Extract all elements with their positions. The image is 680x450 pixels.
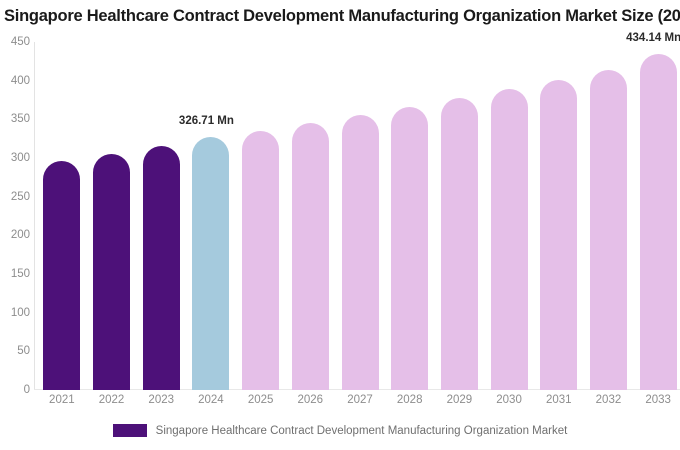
x-axis-tick-label: 2029	[446, 394, 473, 406]
y-axis-tick-label: 250	[10, 190, 30, 203]
bar-2025[interactable]	[242, 130, 280, 390]
y-axis-tick-label: 150	[10, 268, 30, 280]
x-axis-tick-label: 2022	[98, 394, 125, 406]
bar-2033[interactable]	[639, 54, 677, 390]
x-axis: 2021 2022 2023 2024 2025 2026 2027 2028 2029 2030…	[34, 394, 680, 412]
y-axis-line	[34, 42, 35, 390]
bar-2027[interactable]	[341, 115, 379, 390]
x-axis-tick-label: 2033	[645, 394, 671, 406]
bar-2024[interactable]	[192, 137, 230, 390]
legend-item[interactable]: Singapore Healthcare Contract Developmen…	[112, 424, 568, 437]
plot-area: 326.71 Mn 434.14 Mn	[34, 32, 680, 390]
legend-swatch-icon	[112, 424, 147, 437]
data-label-2033: 434.14 Mn	[626, 32, 680, 45]
x-axis-tick-label: 2021	[49, 394, 75, 406]
bar-2026[interactable]	[291, 123, 329, 390]
y-axis-tick-label: 200	[10, 229, 30, 242]
chart-title: Singapore Healthcare Contract Developmen…	[4, 7, 680, 25]
y-axis-tick-label: 350	[10, 113, 30, 126]
x-axis-tick-label: 2031	[545, 394, 572, 406]
bar-2021[interactable]	[43, 160, 81, 390]
x-axis-tick-label: 2024	[198, 394, 224, 406]
bar-2022[interactable]	[93, 153, 131, 390]
bar-2029[interactable]	[440, 98, 478, 390]
x-axis-tick-label: 2025	[247, 394, 274, 406]
y-axis-tick-label: 50	[17, 345, 30, 358]
x-axis-tick-label: 2027	[347, 394, 373, 406]
y-axis-tick-label: 400	[10, 74, 30, 87]
x-axis-tick-label: 2030	[496, 394, 522, 406]
y-axis: 0 50 100 150 200 250 300 350 400 450	[0, 36, 30, 396]
y-axis-tick-label: 450	[10, 36, 30, 48]
x-axis-tick-label: 2028	[396, 394, 423, 406]
bar-2032[interactable]	[589, 69, 627, 390]
legend-label: Singapore Healthcare Contract Developmen…	[155, 424, 568, 437]
x-axis-tick-label: 2026	[297, 394, 324, 406]
bar-2031[interactable]	[540, 79, 578, 390]
y-axis-tick-label: 300	[10, 152, 30, 164]
bar-2028[interactable]	[391, 106, 429, 390]
chart-legend: Singapore Healthcare Contract Developmen…	[0, 424, 680, 437]
y-axis-tick-label: 100	[10, 306, 30, 319]
y-axis-tick-label: 0	[23, 384, 30, 396]
x-axis-tick-label: 2032	[595, 394, 622, 406]
bar-2030[interactable]	[490, 89, 528, 390]
bar-2023[interactable]	[142, 146, 180, 390]
data-label-2024: 326.71 Mn	[178, 115, 234, 128]
x-axis-tick-label: 2023	[148, 394, 175, 406]
